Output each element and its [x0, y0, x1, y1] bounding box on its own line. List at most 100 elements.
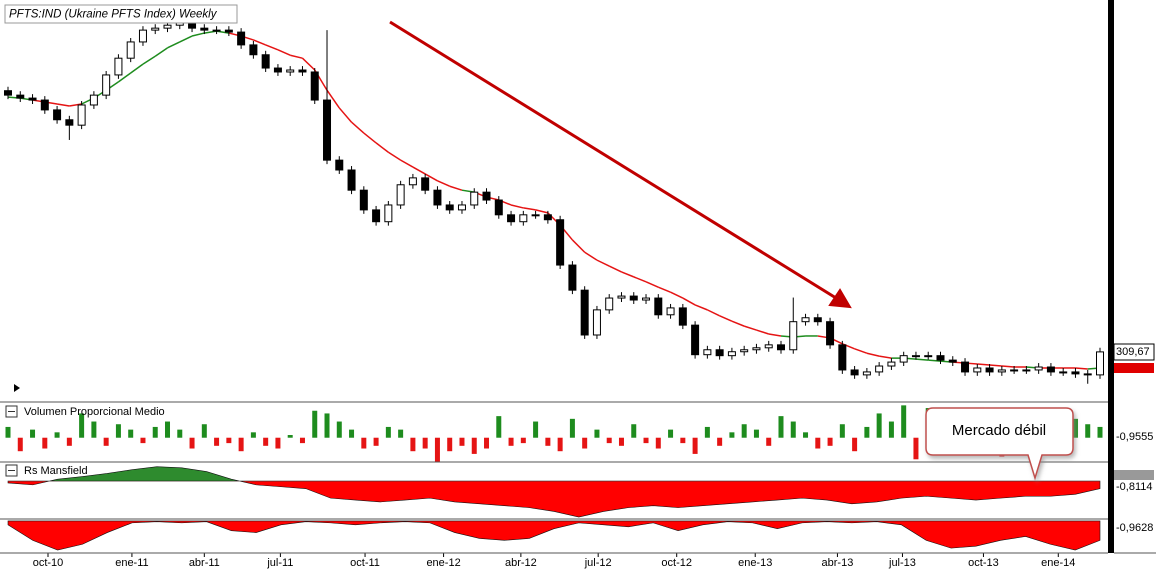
- candle-body: [237, 31, 246, 46]
- x-tick-label: jul-11: [266, 557, 293, 569]
- candle-body: [997, 369, 1006, 373]
- candle-body: [1096, 351, 1104, 376]
- volume-bar: [496, 416, 502, 438]
- x-tick-label: jul-13: [888, 557, 916, 569]
- volume-bar: [827, 437, 833, 446]
- volume-bar: [594, 429, 600, 438]
- volume-bar: [299, 437, 305, 444]
- ma-line: [879, 355, 892, 359]
- volume-bar: [606, 437, 612, 444]
- volume-bar: [115, 424, 121, 438]
- candle-body: [53, 109, 62, 121]
- volume-bar: [533, 421, 539, 438]
- ma-line: [400, 159, 414, 168]
- candle-body: [776, 344, 785, 351]
- candle-body: [1010, 369, 1019, 372]
- candle-body: [654, 297, 663, 316]
- ma-line: [707, 309, 720, 317]
- candle-body: [200, 27, 209, 31]
- candle-body: [408, 177, 417, 186]
- ma-line: [277, 49, 291, 56]
- candle-body: [740, 349, 749, 353]
- ma-line: [290, 54, 303, 59]
- ma-line: [584, 251, 598, 261]
- ma-line: [1075, 367, 1088, 370]
- volume-bar: [422, 437, 428, 449]
- volume-bar: [888, 421, 894, 438]
- volume-bar: [54, 432, 60, 438]
- scroll-marker: [14, 384, 20, 392]
- x-tick-label: abr-13: [822, 557, 854, 569]
- candle-body: [936, 355, 945, 361]
- volume-bar: [410, 437, 416, 452]
- volume-bar: [263, 437, 269, 446]
- candle-body: [470, 191, 479, 206]
- volume-bar: [557, 437, 563, 452]
- ma-line: [191, 32, 205, 37]
- volume-bar: [569, 418, 575, 438]
- candle-body: [163, 24, 172, 29]
- volume-bar: [1085, 424, 1091, 438]
- ma-line: [69, 103, 82, 107]
- candle-body: [642, 297, 651, 301]
- trend-arrow: [389, 20, 837, 300]
- volume-bar: [398, 429, 404, 438]
- candle-body: [65, 119, 74, 126]
- ma-line: [731, 320, 745, 327]
- candle-body: [948, 359, 957, 363]
- ma-line: [523, 207, 536, 211]
- candle-body: [298, 69, 307, 73]
- panel-title: Volumen Proporcional Medio: [24, 406, 165, 418]
- ma-line: [351, 121, 365, 134]
- candle-body: [764, 344, 773, 349]
- candle-body: [273, 67, 282, 73]
- candle-body: [28, 97, 37, 101]
- ma-line: [768, 333, 782, 337]
- ma-line: [154, 47, 168, 57]
- volume-bar: [140, 437, 146, 444]
- volume-bar: [373, 437, 379, 446]
- candle-body: [911, 355, 920, 358]
- volume-bar: [741, 424, 747, 438]
- ma-line: [412, 166, 426, 175]
- volume-bar: [1097, 426, 1103, 438]
- candle-body: [77, 104, 86, 126]
- volume-bar: [165, 421, 171, 438]
- x-tick-label: abr-12: [505, 557, 537, 569]
- candle-body: [249, 44, 258, 56]
- candle-body: [138, 29, 147, 43]
- volume-bar: [324, 413, 330, 438]
- candle-body: [1022, 369, 1031, 372]
- candle-body: [102, 74, 111, 96]
- ma-line: [56, 103, 70, 107]
- volume-bar: [459, 437, 465, 446]
- x-tick-label: oct-13: [968, 557, 999, 569]
- volume-bar: [103, 437, 109, 446]
- candle-body: [40, 99, 49, 111]
- volume-bar: [901, 405, 907, 438]
- candle-body: [310, 71, 319, 101]
- volume-bar: [66, 437, 72, 446]
- x-tick-label: ene-14: [1041, 557, 1075, 569]
- candle-body: [323, 99, 332, 161]
- callout-text: Mercado débil: [952, 422, 1046, 439]
- ma-line: [1001, 365, 1015, 368]
- volume-bar: [545, 437, 551, 446]
- candle-body: [899, 355, 908, 363]
- volume-bar: [91, 421, 97, 438]
- volume-bar: [1072, 418, 1078, 438]
- volume-bar: [385, 426, 391, 438]
- ma-line: [142, 55, 156, 65]
- volume-bar: [484, 437, 490, 449]
- price-label-box: [1113, 343, 1155, 361]
- area-negative: [7, 481, 1101, 518]
- candle-body: [1071, 371, 1080, 375]
- x-tick-label: oct-11: [350, 557, 380, 569]
- ma-label-box: [1114, 363, 1154, 373]
- volume-bar: [729, 432, 735, 438]
- volume-bar: [717, 437, 723, 446]
- x-tick-label: ene-11: [115, 557, 148, 569]
- scale-bar: [1108, 0, 1114, 553]
- volume-bar: [189, 437, 195, 449]
